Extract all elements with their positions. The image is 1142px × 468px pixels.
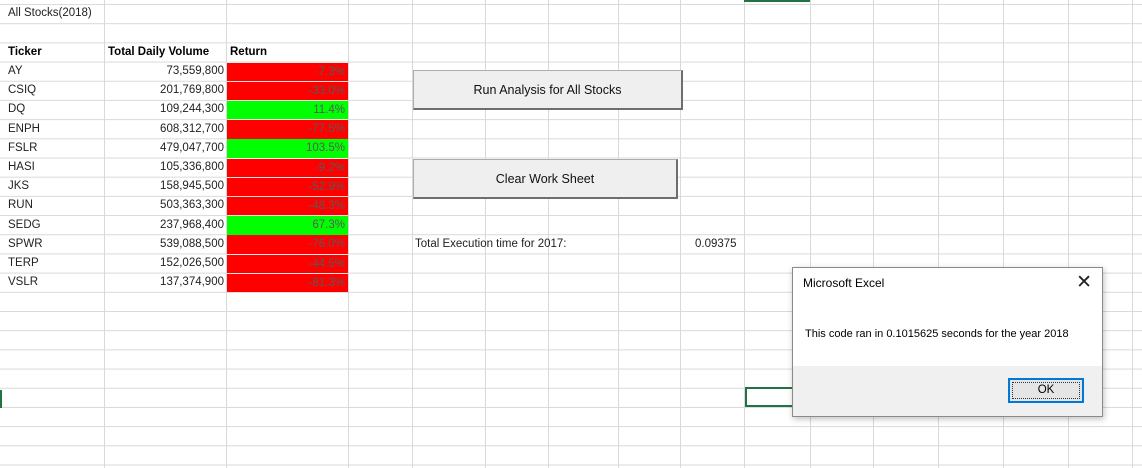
gridline (873, 0, 874, 468)
gridline (412, 0, 413, 468)
return-cell-negative[interactable]: -76.0% (227, 235, 348, 254)
return-cell-negative[interactable]: -33.0% (227, 81, 348, 101)
return-cell-negative[interactable]: -7.3% (227, 62, 348, 81)
gridline (104, 0, 105, 468)
ticker-cell[interactable]: SEDG (8, 218, 41, 231)
volume-cell[interactable]: 503,363,300 (160, 199, 224, 212)
volume-cell[interactable]: 105,336,800 (160, 161, 224, 173)
volume-cell[interactable]: 237,968,400 (160, 218, 224, 231)
volume-cell[interactable]: 608,312,700 (160, 122, 224, 135)
dialog-message: This code ran in 0.1015625 seconds for t… (805, 328, 1069, 340)
ticker-cell[interactable]: AY (8, 65, 23, 77)
ticker-cell[interactable]: VSLR (8, 276, 39, 289)
header-total-daily-volume[interactable]: Total Daily Volume (108, 46, 210, 58)
return-cell-negative[interactable]: -81.3% (227, 273, 348, 293)
run-analysis-button[interactable]: Run Analysis for All Stocks (413, 70, 683, 110)
ticker-cell[interactable]: JKS (8, 180, 30, 193)
clear-worksheet-button[interactable]: Clear Work Sheet (413, 159, 678, 199)
return-cell-negative[interactable]: -9.2% (227, 158, 348, 177)
volume-cell[interactable]: 152,026,500 (160, 257, 224, 269)
column-selection-marker (744, 0, 810, 2)
ticker-cell[interactable]: FSLR (8, 141, 38, 154)
gridline (1132, 0, 1133, 468)
return-cell-negative[interactable]: -44.5% (227, 254, 348, 273)
ticker-cell[interactable]: DQ (8, 103, 26, 116)
return-cell-negative[interactable]: -77.5% (227, 120, 348, 139)
volume-cell[interactable]: 201,769,800 (160, 84, 224, 97)
volume-cell[interactable]: 137,374,900 (160, 276, 224, 289)
close-icon[interactable]: ✕ (1076, 272, 1092, 293)
header-ticker[interactable]: Ticker (8, 46, 42, 58)
ok-focus-ring (1012, 382, 1080, 399)
return-cell-positive[interactable]: 67.3% (227, 216, 348, 235)
gridline (744, 0, 745, 468)
gridline (810, 0, 811, 468)
gridline (348, 0, 349, 468)
gridline (1068, 0, 1069, 468)
gridline (938, 0, 939, 468)
volume-cell[interactable]: 158,945,500 (160, 180, 224, 193)
gridline (680, 0, 681, 468)
return-cell-negative[interactable]: -48.3% (227, 196, 348, 216)
execution-time-label[interactable]: Total Execution time for 2017: (415, 238, 567, 250)
return-cell-positive[interactable]: 103.5% (227, 139, 348, 158)
gridline (1003, 0, 1004, 468)
dialog-title: Microsoft Excel (803, 276, 885, 290)
volume-cell[interactable]: 73,559,800 (166, 65, 224, 77)
row-selection-marker (0, 390, 8, 408)
header-return[interactable]: Return (230, 46, 268, 58)
ok-button[interactable]: OK (1008, 378, 1084, 403)
message-box-dialog[interactable]: Microsoft Excel ✕ This code ran in 0.101… (792, 267, 1103, 417)
ticker-cell[interactable]: RUN (8, 199, 33, 212)
gridline (548, 0, 549, 468)
gridline (485, 0, 486, 468)
dialog-footer: OK (793, 366, 1102, 416)
ticker-cell[interactable]: TERP (8, 257, 39, 269)
volume-cell[interactable]: 479,047,700 (160, 141, 224, 154)
gridline (226, 0, 227, 468)
ticker-cell[interactable]: CSIQ (8, 84, 37, 97)
ticker-cell[interactable]: SPWR (8, 237, 43, 250)
volume-cell[interactable]: 539,088,500 (160, 237, 224, 250)
ticker-cell[interactable]: ENPH (8, 122, 40, 135)
ticker-cell[interactable]: HASI (8, 161, 35, 173)
volume-cell[interactable]: 109,244,300 (160, 103, 224, 116)
return-cell-positive[interactable]: 11.4% (227, 100, 348, 120)
return-cell-negative[interactable]: -52.9% (227, 177, 348, 197)
ok-button-label: OK (1037, 384, 1055, 396)
execution-time-value[interactable]: 0.09375 (695, 238, 737, 250)
gridline (618, 0, 619, 468)
sheet-title[interactable]: All Stocks(2018) (8, 7, 92, 19)
